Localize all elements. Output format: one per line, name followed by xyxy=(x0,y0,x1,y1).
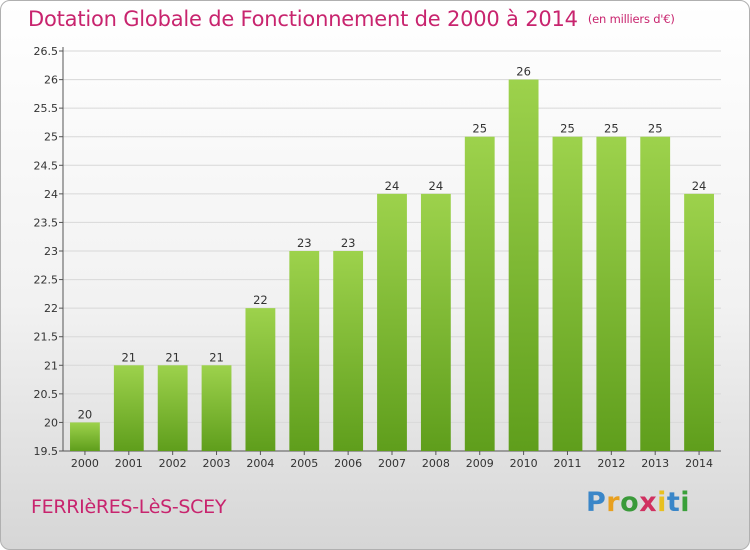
y-tick-label: 23 xyxy=(44,245,58,258)
bar xyxy=(464,136,495,451)
x-tick-label: 2006 xyxy=(334,457,362,470)
x-tick-label: 2003 xyxy=(203,457,231,470)
value-label: 25 xyxy=(648,122,663,136)
y-tick-label: 26 xyxy=(44,74,58,87)
y-tick-label: 24 xyxy=(44,188,58,201)
logo-letter: i xyxy=(657,487,667,518)
y-tick-label: 25.5 xyxy=(34,102,59,115)
y-tick-label: 23.5 xyxy=(34,216,59,229)
value-label: 25 xyxy=(604,122,619,136)
x-tick-label: 2014 xyxy=(685,457,713,470)
x-tick-label: 2011 xyxy=(553,457,581,470)
value-label: 25 xyxy=(472,122,487,136)
value-labels: 20 21 21 21 22 23 23 24 24 25 26 25 25 25 24 xyxy=(78,65,707,422)
commune-name: FERRIèRES-LèS-SCEY xyxy=(31,496,227,518)
value-label: 21 xyxy=(121,350,136,364)
y-tick-label: 20 xyxy=(44,416,58,429)
y-tick-labels: 19.5 20 20.5 21 21.5 22 22.5 23 23.5 24 24.5 25 25.5… xyxy=(34,45,59,458)
bar xyxy=(289,251,320,451)
x-tick-label: 2012 xyxy=(597,457,625,470)
logo-letter: i xyxy=(680,487,691,518)
x-tick-label: 2001 xyxy=(115,457,143,470)
value-label: 20 xyxy=(78,407,93,421)
bar xyxy=(377,193,407,451)
x-tick-label: 2013 xyxy=(641,457,669,470)
y-tick-label: 19.5 xyxy=(34,445,59,458)
x-tick-label: 2008 xyxy=(422,457,450,470)
bar xyxy=(420,193,451,451)
bar xyxy=(684,193,714,451)
value-label: 21 xyxy=(165,350,180,364)
y-tick-label: 26.5 xyxy=(34,45,59,58)
y-tick-label: 20.5 xyxy=(34,388,59,401)
value-label: 23 xyxy=(297,236,312,250)
value-label: 23 xyxy=(341,236,356,250)
y-tick-label: 21.5 xyxy=(34,331,59,344)
chart-title-text: Dotation Globale de Fonctionnement de 20… xyxy=(28,7,578,31)
chart-title: Dotation Globale de Fonctionnement de 20… xyxy=(28,7,675,31)
proxiti-logo: Proxiti xyxy=(586,487,690,518)
value-label: 24 xyxy=(385,179,400,193)
x-tick-label: 2000 xyxy=(71,457,99,470)
x-tick-label: 2010 xyxy=(510,457,538,470)
value-label: 21 xyxy=(209,350,224,364)
logo-letter: t xyxy=(666,487,681,518)
bar xyxy=(157,365,188,451)
logo-letter: r xyxy=(606,487,621,518)
bar xyxy=(70,422,100,451)
bar xyxy=(640,136,671,451)
x-tick-label: 2005 xyxy=(290,457,318,470)
bars xyxy=(70,79,714,452)
bar xyxy=(201,365,232,451)
bar xyxy=(552,136,583,451)
bar xyxy=(245,308,276,451)
x-tick-label: 2007 xyxy=(378,457,406,470)
chart-unit: (en milliers d'€) xyxy=(587,12,675,26)
bar xyxy=(113,365,144,451)
y-tick-label: 22 xyxy=(44,302,58,315)
x-tick-label: 2004 xyxy=(246,457,274,470)
logo-letter: o xyxy=(620,487,640,518)
bar xyxy=(508,79,539,452)
y-tick-label: 22.5 xyxy=(34,274,59,287)
logo-letter: x xyxy=(639,487,658,518)
bar xyxy=(333,251,364,451)
bar xyxy=(596,136,627,451)
y-tick-label: 21 xyxy=(44,359,58,372)
x-tick-label: 2002 xyxy=(159,457,187,470)
value-label: 25 xyxy=(560,122,575,136)
y-tick-label: 25 xyxy=(44,131,58,144)
value-label: 24 xyxy=(429,179,444,193)
value-label: 24 xyxy=(692,179,707,193)
value-label: 26 xyxy=(516,65,531,79)
logo-letter: P xyxy=(586,487,607,518)
y-tick-label: 24.5 xyxy=(34,159,59,172)
x-tick-label: 2009 xyxy=(466,457,494,470)
value-label: 22 xyxy=(253,293,268,307)
x-tick-labels: 2000 2001 2002 2003 2004 2005 2006 2007 2008 2009… xyxy=(71,457,713,470)
